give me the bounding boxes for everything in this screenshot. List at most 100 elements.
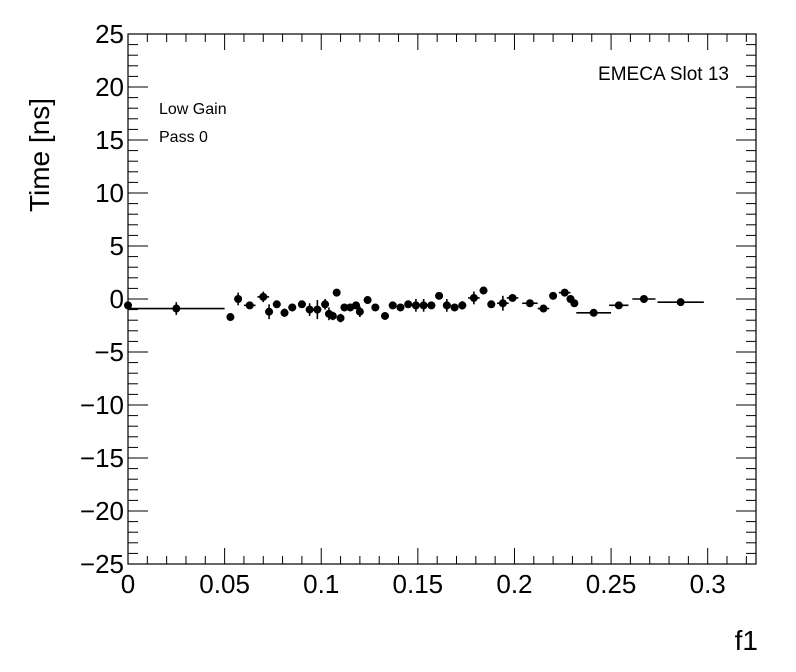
data-point xyxy=(243,301,256,310)
data-point xyxy=(257,291,270,303)
y-tick-label: −5 xyxy=(94,337,124,367)
y-tick-label: −25 xyxy=(80,549,124,579)
y-tick-labels: 25 20 15 10 5 0 −5 −10 −15 −20 −25 xyxy=(80,19,124,579)
x-tick-label: 0.05 xyxy=(199,569,250,599)
point-marker xyxy=(435,291,444,300)
data-point xyxy=(226,313,235,322)
y-tick-label: 10 xyxy=(95,178,124,208)
point-marker xyxy=(570,299,579,308)
data-point xyxy=(380,311,389,320)
pass-annotation: Pass 0 xyxy=(159,129,208,146)
data-point xyxy=(468,291,480,305)
data-point xyxy=(487,300,496,309)
x-tick-label: 0.3 xyxy=(690,569,726,599)
data-point xyxy=(632,295,656,303)
data-point xyxy=(442,299,451,312)
point-marker xyxy=(313,305,322,314)
data-point xyxy=(305,303,314,316)
gain-annotation: Low Gain xyxy=(159,101,227,118)
data-point xyxy=(352,301,361,310)
point-marker xyxy=(427,301,436,310)
data-point xyxy=(506,293,519,302)
point-marker xyxy=(487,300,496,309)
data-point xyxy=(336,313,345,323)
point-marker xyxy=(380,311,389,320)
point-marker xyxy=(265,307,274,316)
point-marker xyxy=(419,301,428,310)
y-tick-label: 20 xyxy=(95,72,124,102)
point-marker xyxy=(272,300,281,309)
point-marker xyxy=(614,301,623,310)
data-point xyxy=(396,303,405,312)
point-marker xyxy=(124,301,132,310)
x-tick-label: 0.15 xyxy=(393,569,444,599)
data-point xyxy=(450,303,459,312)
point-marker xyxy=(259,292,268,301)
data-point xyxy=(576,308,612,317)
y-tick-label: 0 xyxy=(110,284,124,314)
data-point xyxy=(280,308,289,318)
data-point xyxy=(363,296,372,305)
y-tick-label: −10 xyxy=(80,390,124,420)
point-marker xyxy=(332,288,341,297)
point-marker xyxy=(396,303,405,312)
data-point xyxy=(419,299,428,312)
point-marker xyxy=(172,304,181,313)
point-marker xyxy=(328,311,337,320)
data-point xyxy=(128,302,225,315)
data-point xyxy=(435,291,444,300)
point-marker xyxy=(305,305,314,314)
data-point xyxy=(355,306,364,318)
point-marker xyxy=(280,308,289,317)
point-marker xyxy=(340,303,349,312)
y-tick-label: −15 xyxy=(80,443,124,473)
data-point xyxy=(427,301,436,310)
point-marker xyxy=(388,301,397,310)
point-marker xyxy=(404,300,413,309)
point-marker xyxy=(676,298,685,307)
x-tick-label: 0.2 xyxy=(496,569,532,599)
y-tick-label: 25 xyxy=(95,19,124,49)
point-marker xyxy=(226,313,235,322)
data-point xyxy=(537,304,550,313)
point-marker xyxy=(288,303,297,312)
data-point xyxy=(288,303,297,312)
point-marker xyxy=(479,286,488,295)
point-marker xyxy=(363,296,372,305)
point-marker xyxy=(336,314,345,323)
point-marker xyxy=(411,301,420,310)
point-marker xyxy=(371,303,380,312)
y-tick-label: −20 xyxy=(80,496,124,526)
x-tick-label: 0.1 xyxy=(303,569,339,599)
point-marker xyxy=(560,288,569,297)
data-point xyxy=(328,311,337,321)
point-marker xyxy=(442,301,451,310)
point-marker xyxy=(321,300,330,309)
data-point xyxy=(411,299,420,312)
y-axis-title: Time [ns] xyxy=(24,98,55,212)
point-marker xyxy=(589,308,598,317)
data-point xyxy=(388,301,397,310)
data-point xyxy=(497,295,509,311)
data-points xyxy=(124,286,704,323)
y-tick-label: 5 xyxy=(110,231,124,261)
point-marker xyxy=(539,304,548,313)
x-tick-labels: 0 0.05 0.1 0.15 0.2 0.25 0.3 xyxy=(121,569,726,599)
y-tick-label: 15 xyxy=(95,125,124,155)
data-point xyxy=(124,301,132,310)
data-point xyxy=(265,304,274,320)
point-marker xyxy=(508,293,517,302)
data-point xyxy=(404,300,413,309)
point-marker xyxy=(469,293,478,302)
data-point xyxy=(321,299,330,310)
data-point xyxy=(272,300,281,309)
data-point xyxy=(570,299,579,308)
point-marker xyxy=(450,303,459,312)
data-point xyxy=(522,299,538,308)
point-marker xyxy=(352,301,361,310)
data-point xyxy=(313,300,322,320)
x-tick-label: 0 xyxy=(121,569,135,599)
data-point xyxy=(549,291,558,300)
point-marker xyxy=(525,299,534,308)
